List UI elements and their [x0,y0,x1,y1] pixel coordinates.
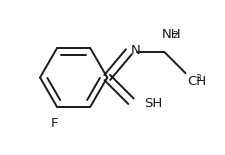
Text: F: F [51,117,58,130]
Text: N: N [130,44,140,57]
Text: 2: 2 [172,31,178,40]
Text: 3: 3 [195,74,200,83]
Text: NH: NH [162,28,181,41]
Text: CH: CH [186,75,205,88]
Text: SH: SH [144,97,162,110]
